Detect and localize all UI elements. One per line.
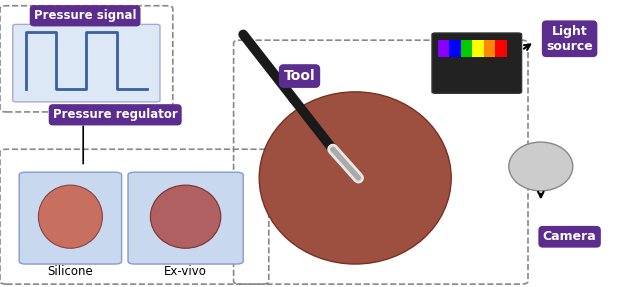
Bar: [484, 40, 495, 57]
Text: Light
source: Light source: [546, 25, 593, 53]
Text: Pressure regulator: Pressure regulator: [53, 108, 177, 121]
Ellipse shape: [150, 185, 221, 248]
FancyBboxPatch shape: [128, 172, 243, 264]
Ellipse shape: [259, 92, 451, 264]
FancyBboxPatch shape: [13, 24, 160, 102]
Ellipse shape: [38, 185, 102, 248]
Bar: [461, 40, 472, 57]
Text: Pressure signal: Pressure signal: [34, 9, 136, 22]
FancyBboxPatch shape: [432, 33, 522, 93]
Bar: [449, 40, 461, 57]
Ellipse shape: [509, 142, 573, 191]
Bar: [472, 40, 484, 57]
Bar: [438, 40, 449, 57]
Text: Ex-vivo: Ex-vivo: [164, 265, 207, 278]
Text: Tool: Tool: [284, 69, 316, 83]
Text: Silicone: Silicone: [47, 265, 93, 278]
Bar: [495, 40, 507, 57]
FancyBboxPatch shape: [19, 172, 122, 264]
Text: Camera: Camera: [543, 230, 596, 243]
